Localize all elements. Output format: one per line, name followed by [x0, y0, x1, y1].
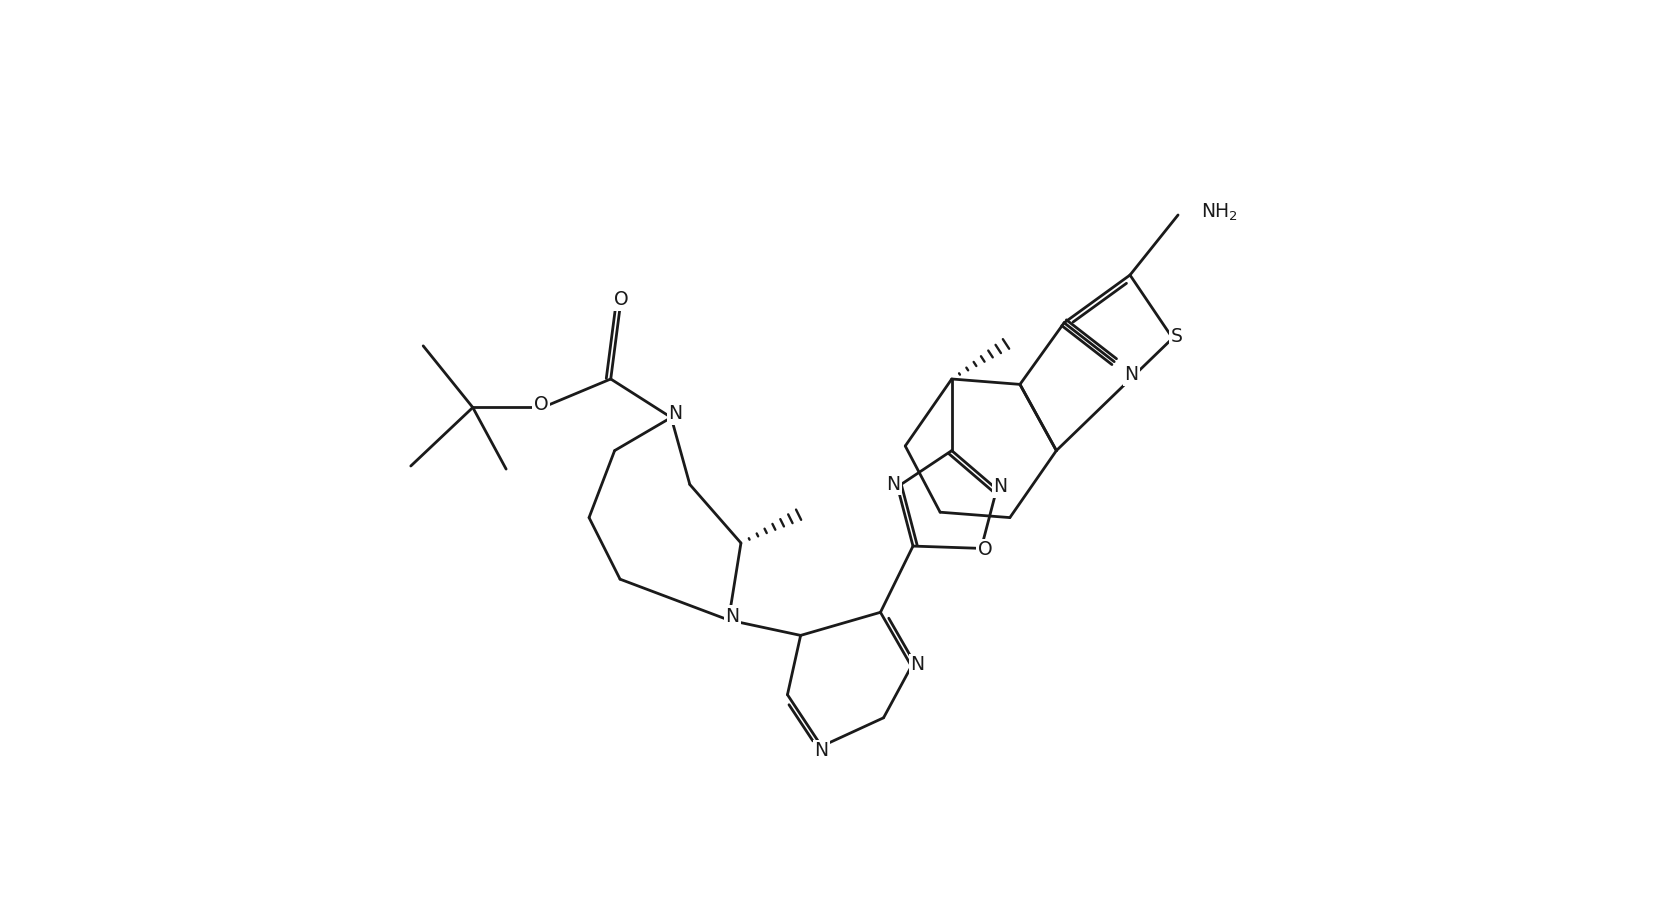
Text: N: N — [911, 655, 924, 674]
Text: N: N — [814, 741, 829, 760]
Text: S: S — [1170, 327, 1182, 346]
Text: N: N — [668, 404, 681, 423]
Text: N: N — [994, 477, 1007, 496]
Text: N: N — [886, 475, 901, 494]
Text: NH$_2$: NH$_2$ — [1202, 201, 1238, 223]
Text: N: N — [1124, 365, 1138, 384]
Text: O: O — [615, 290, 628, 309]
Text: N: N — [725, 607, 740, 626]
Text: O: O — [534, 395, 548, 414]
Text: O: O — [977, 541, 992, 559]
